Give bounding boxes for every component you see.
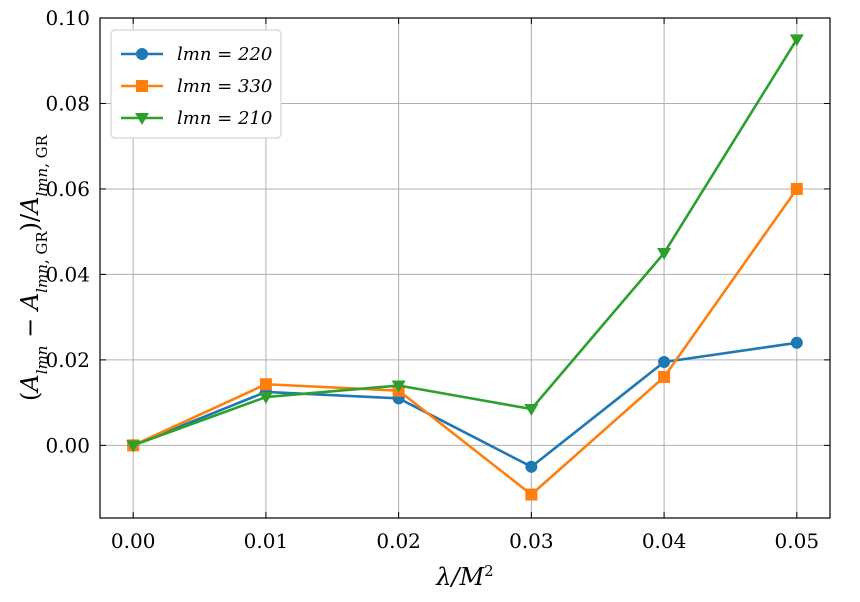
- data-point-marker: [258, 392, 273, 405]
- series-line: [132, 188, 798, 496]
- y-tick-label: 0.08: [45, 91, 90, 115]
- y-tick-label: 0.00: [45, 433, 90, 457]
- y-tick-label: 0.02: [45, 348, 90, 372]
- legend-entry: lmn = 220: [121, 44, 272, 65]
- plot-frame: [99, 17, 831, 519]
- data-point-marker: [657, 248, 672, 261]
- axis-ticks: 0.00 0.01 0.02 0.03 0.04 0.05 0.00 0.02 0.04 0.06…: [45, 6, 830, 553]
- data-point-marker: [790, 336, 803, 349]
- x-tick-label: 0.01: [244, 529, 289, 553]
- y-tick-label: 0.10: [45, 6, 90, 30]
- x-tick-label: 0.02: [376, 529, 421, 553]
- y-tick-label: 0.04: [45, 262, 90, 286]
- series-layer: [126, 34, 804, 501]
- legend-marker: [136, 48, 148, 60]
- legend: lmn = 220 lmn = 330 lmn = 210: [110, 29, 282, 139]
- data-point-marker: [391, 380, 406, 393]
- x-tick-label: 0.04: [642, 529, 687, 553]
- data-point-marker: [259, 378, 272, 391]
- series-line: [132, 38, 798, 447]
- y-tick-label: 0.06: [45, 177, 90, 201]
- data-point-marker: [658, 370, 671, 383]
- x-axis-label: λ/M2: [435, 562, 493, 591]
- data-point-marker: [126, 440, 141, 453]
- series-line: [132, 341, 798, 469]
- data-point-marker: [790, 182, 803, 195]
- series-1: [127, 182, 803, 501]
- y-axis-label: (Almn − Almn, GR)/Almn, GR: [16, 134, 51, 401]
- legend-entry: lmn = 210: [121, 108, 272, 129]
- data-point-marker: [525, 460, 538, 473]
- legend-box: [110, 29, 282, 139]
- data-point-marker: [789, 34, 804, 47]
- legend-marker: [136, 80, 148, 92]
- legend-marker: [135, 113, 149, 125]
- series-0: [127, 336, 803, 473]
- x-tick-label: 0.03: [509, 529, 554, 553]
- x-tick-label: 0.05: [775, 529, 820, 553]
- legend-label: lmn = 330: [177, 76, 272, 97]
- x-tick-label: 0.00: [111, 529, 156, 553]
- legend-label: lmn = 220: [177, 44, 272, 65]
- series-2: [126, 34, 804, 453]
- data-point-marker: [525, 488, 538, 501]
- legend-entry: lmn = 330: [121, 76, 272, 97]
- data-point-marker: [658, 356, 671, 369]
- legend-label: lmn = 210: [177, 108, 272, 129]
- data-point-marker: [524, 404, 539, 417]
